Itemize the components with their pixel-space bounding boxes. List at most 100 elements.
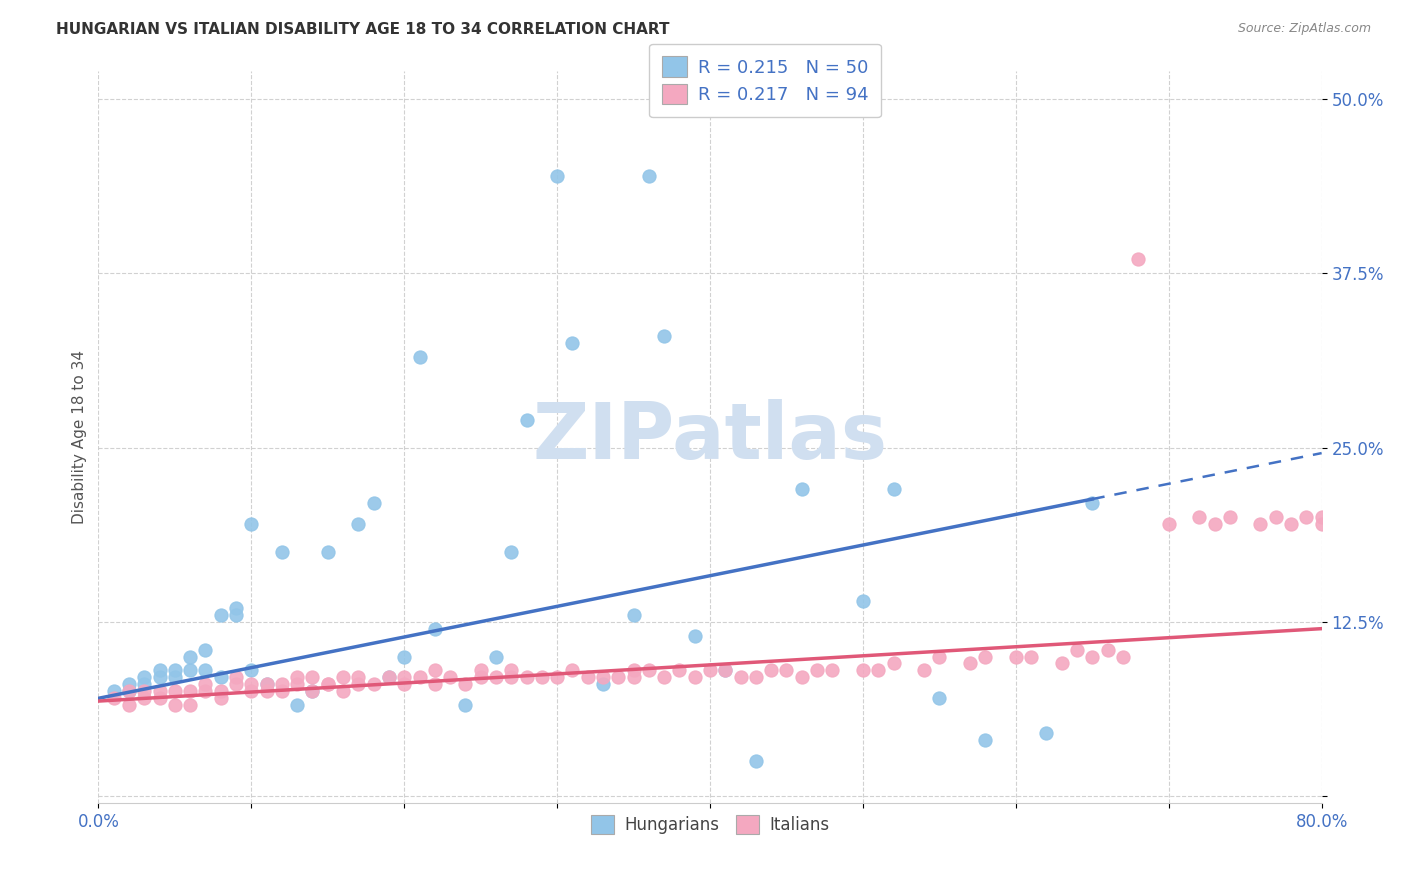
Point xyxy=(392,649,416,664)
Point xyxy=(868,664,890,678)
Point xyxy=(637,664,661,678)
Point xyxy=(699,664,721,678)
Point xyxy=(240,517,263,532)
Point xyxy=(852,594,875,608)
Point xyxy=(592,670,614,684)
Point xyxy=(439,670,461,684)
Point xyxy=(347,670,370,684)
Point xyxy=(285,698,308,713)
Point xyxy=(392,670,416,684)
Point xyxy=(149,664,172,678)
Point xyxy=(301,684,323,698)
Point xyxy=(1081,649,1104,664)
Point xyxy=(149,684,172,698)
Point xyxy=(332,670,354,684)
Point xyxy=(256,684,278,698)
Point xyxy=(883,483,905,497)
Point xyxy=(668,664,690,678)
Point xyxy=(775,664,797,678)
Point xyxy=(1279,517,1302,532)
Point xyxy=(516,412,538,426)
Point xyxy=(392,677,416,691)
Point xyxy=(592,677,614,691)
Point xyxy=(270,545,292,559)
Legend: Hungarians, Italians: Hungarians, Italians xyxy=(579,803,841,846)
Point xyxy=(423,664,446,678)
Point xyxy=(163,670,186,684)
Point xyxy=(423,677,446,691)
Point xyxy=(285,677,308,691)
Point xyxy=(149,670,172,684)
Point xyxy=(637,169,661,183)
Point xyxy=(561,664,583,678)
Point xyxy=(852,664,875,678)
Point xyxy=(316,677,339,691)
Point xyxy=(959,657,981,671)
Point xyxy=(1157,517,1180,532)
Point xyxy=(1310,517,1333,532)
Point xyxy=(163,664,186,678)
Point xyxy=(225,670,247,684)
Point xyxy=(623,664,645,678)
Point xyxy=(454,677,477,691)
Point xyxy=(179,698,201,713)
Point xyxy=(209,670,232,684)
Point xyxy=(301,670,323,684)
Point xyxy=(179,684,201,698)
Point xyxy=(194,642,217,657)
Point xyxy=(928,691,950,706)
Point xyxy=(423,622,446,636)
Point xyxy=(470,670,492,684)
Point xyxy=(1310,510,1333,524)
Point xyxy=(745,670,768,684)
Point xyxy=(1188,510,1211,524)
Point xyxy=(332,684,354,698)
Point xyxy=(501,670,523,684)
Point xyxy=(118,698,141,713)
Point xyxy=(714,664,737,678)
Point xyxy=(974,649,997,664)
Point xyxy=(408,350,430,364)
Point xyxy=(530,670,553,684)
Point xyxy=(209,607,232,622)
Point xyxy=(806,664,828,678)
Point xyxy=(1019,649,1042,664)
Point xyxy=(408,670,430,684)
Point xyxy=(683,629,706,643)
Point xyxy=(270,684,292,698)
Text: Source: ZipAtlas.com: Source: ZipAtlas.com xyxy=(1237,22,1371,36)
Point xyxy=(821,664,844,678)
Point xyxy=(470,664,492,678)
Point xyxy=(790,483,813,497)
Point xyxy=(179,664,201,678)
Point xyxy=(209,691,232,706)
Point xyxy=(285,670,308,684)
Point xyxy=(745,754,768,768)
Point xyxy=(454,698,477,713)
Point xyxy=(790,670,813,684)
Point xyxy=(134,677,156,691)
Point xyxy=(485,649,508,664)
Point xyxy=(179,649,201,664)
Point xyxy=(103,691,125,706)
Point xyxy=(912,664,935,678)
Point xyxy=(516,670,538,684)
Point xyxy=(118,684,141,698)
Point xyxy=(134,684,156,698)
Point xyxy=(103,684,125,698)
Point xyxy=(118,677,141,691)
Point xyxy=(347,517,370,532)
Point xyxy=(240,664,263,678)
Text: HUNGARIAN VS ITALIAN DISABILITY AGE 18 TO 34 CORRELATION CHART: HUNGARIAN VS ITALIAN DISABILITY AGE 18 T… xyxy=(56,22,669,37)
Point xyxy=(163,698,186,713)
Point xyxy=(1081,496,1104,510)
Point xyxy=(1295,510,1317,524)
Point xyxy=(607,670,630,684)
Point xyxy=(1066,642,1088,657)
Point xyxy=(623,607,645,622)
Point xyxy=(256,677,278,691)
Y-axis label: Disability Age 18 to 34: Disability Age 18 to 34 xyxy=(72,350,87,524)
Point xyxy=(714,664,737,678)
Point xyxy=(316,545,339,559)
Point xyxy=(134,670,156,684)
